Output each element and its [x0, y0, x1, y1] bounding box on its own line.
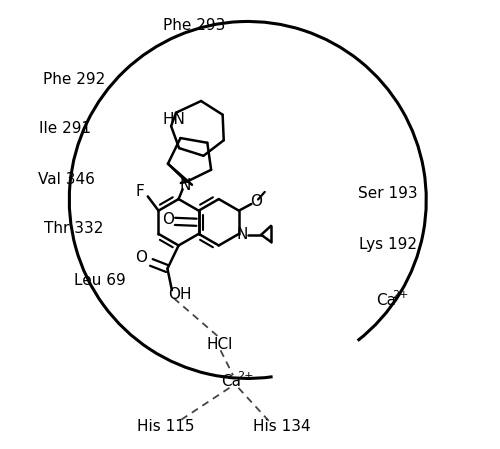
Text: Val 346: Val 346 [38, 172, 95, 187]
Text: HCl: HCl [206, 337, 233, 352]
Text: Phe 292: Phe 292 [42, 72, 105, 87]
Text: O: O [250, 194, 262, 209]
Text: Ca: Ca [376, 293, 396, 308]
Text: 2+: 2+ [238, 371, 254, 381]
Text: F: F [136, 185, 144, 199]
Text: His 115: His 115 [138, 418, 195, 434]
Text: Ser 193: Ser 193 [358, 186, 418, 201]
Text: O: O [136, 251, 147, 265]
Text: Lys 192: Lys 192 [360, 237, 418, 252]
Text: OH: OH [168, 287, 192, 302]
Text: Leu 69: Leu 69 [74, 273, 126, 288]
Text: N: N [180, 178, 191, 193]
Text: HN: HN [162, 112, 186, 127]
Text: Thr 332: Thr 332 [44, 221, 103, 237]
Text: 2+: 2+ [392, 290, 409, 300]
Text: O: O [162, 212, 174, 227]
Text: Ile 291: Ile 291 [40, 121, 92, 136]
Text: Phe 293: Phe 293 [163, 18, 226, 33]
Text: N: N [236, 227, 248, 242]
Text: Ca: Ca [221, 374, 241, 389]
Text: His 134: His 134 [254, 418, 311, 434]
